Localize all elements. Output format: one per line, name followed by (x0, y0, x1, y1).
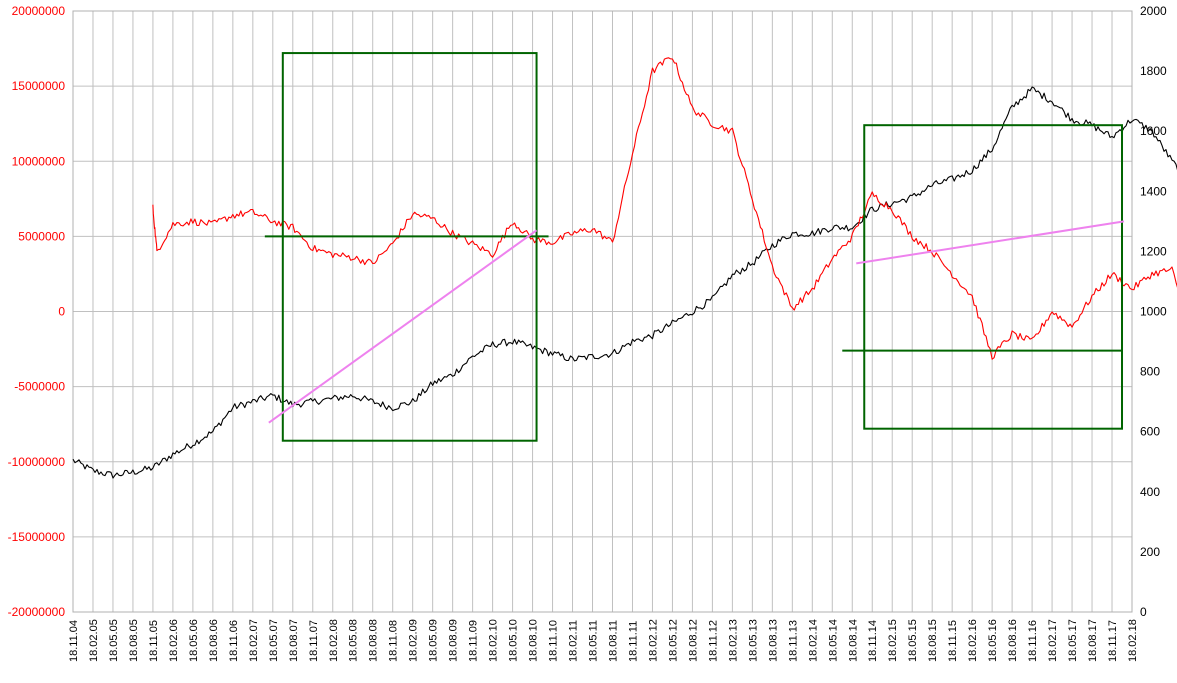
x-tick-label: 18.05.11 (588, 620, 600, 662)
black-series-line (72, 86, 1177, 479)
left-tick-label: 10000000 (12, 154, 66, 168)
x-tick-label: 18.11.09 (468, 620, 480, 662)
x-tick-label: 18.05.09 (428, 619, 440, 662)
x-tick-label: 18.11.13 (787, 620, 799, 662)
left-tick-label: 0 (58, 305, 65, 319)
x-tick-label: 18.11.10 (548, 620, 560, 662)
left-axis-tick-labels: 20000000 15000000 10000000 5000000 0 -5000000… (8, 4, 66, 619)
left-tick-label: -5000000 (14, 380, 65, 394)
x-tick-label: 18.05.16 (987, 619, 999, 662)
left-tick-label: 20000000 (12, 4, 66, 18)
x-tick-label: 18.08.08 (368, 619, 380, 662)
highlight-box-left (281, 52, 538, 442)
x-tick-label: 18.11.05 (148, 620, 160, 662)
x-tick-label: 18.08.15 (927, 619, 939, 662)
x-tick-label: 18.08.10 (528, 619, 540, 662)
x-tick-label: 18.11.17 (1107, 620, 1119, 662)
x-tick-label: 18.11.08 (388, 620, 400, 662)
x-tick-label: 18.05.05 (108, 619, 120, 662)
x-tick-label: 18.05.07 (268, 619, 280, 662)
x-tick-label: 18.02.07 (248, 619, 260, 662)
right-tick-label: 400 (1140, 485, 1160, 499)
x-tick-label: 18.02.06 (168, 619, 180, 662)
trend-line-left (268, 229, 538, 424)
right-tick-label: 1000 (1140, 305, 1167, 319)
x-tick-label: 18.02.16 (967, 619, 979, 662)
x-tick-label: 18.02.08 (328, 619, 340, 662)
gridlines (72, 10, 1133, 613)
x-tick-label: 18.05.17 (1067, 619, 1079, 662)
x-tick-label: 18.08.17 (1087, 619, 1099, 662)
x-tick-label: 18.02.17 (1047, 619, 1059, 662)
series-lines (72, 57, 1177, 479)
x-tick-label: 18.05.06 (188, 619, 200, 662)
x-tick-label: 18.02.05 (88, 619, 100, 662)
left-tick-label: -15000000 (8, 530, 66, 544)
x-tick-label: 18.08.05 (128, 619, 140, 662)
x-tick-label: 18.02.10 (488, 619, 500, 662)
x-tick-label: 18.02.11 (568, 620, 580, 662)
x-tick-label: 18.08.13 (767, 619, 779, 662)
x-tick-label: 18.11.11 (627, 621, 639, 662)
x-tick-label: 18.02.15 (887, 619, 899, 662)
x-tick-label: 18.05.13 (747, 619, 759, 662)
x-tick-label: 18.11.14 (867, 620, 879, 662)
x-tick-label: 18.02.14 (807, 619, 819, 662)
x-tick-label: 18.08.07 (288, 619, 300, 662)
right-tick-label: 600 (1140, 425, 1160, 439)
x-axis-tick-labels: 18.11.04 18.02.05 18.05.05 18.08.05 18.11.05… (68, 619, 1139, 662)
x-tick-label: 18.08.12 (687, 619, 699, 662)
left-tick-label: -20000000 (8, 605, 66, 619)
x-tick-label: 18.08.16 (1007, 619, 1019, 662)
right-tick-label: 2000 (1140, 4, 1167, 18)
left-tick-label: -10000000 (8, 455, 66, 469)
right-tick-label: 200 (1140, 545, 1160, 559)
right-tick-label: 1800 (1140, 64, 1167, 78)
x-tick-label: 18.05.10 (508, 619, 520, 662)
right-tick-label: 1200 (1140, 244, 1167, 258)
x-tick-label: 18.05.15 (907, 619, 919, 662)
x-tick-label: 18.08.11 (607, 620, 619, 662)
x-tick-label: 18.11.06 (228, 620, 240, 662)
x-tick-label: 18.02.18 (1127, 619, 1139, 662)
red-series-line (152, 57, 1177, 360)
plot-frame (72, 10, 1133, 613)
x-tick-label: 18.08.14 (847, 619, 859, 662)
trend-line-right (856, 220, 1125, 265)
right-tick-label: 1400 (1140, 184, 1167, 198)
x-tick-label: 18.05.14 (827, 619, 839, 662)
x-tick-label: 18.11.07 (308, 620, 320, 662)
x-tick-label: 18.02.09 (408, 619, 420, 662)
x-tick-label: 18.08.06 (208, 619, 220, 662)
x-tick-label: 18.11.04 (68, 620, 80, 662)
x-tick-label: 18.05.08 (348, 619, 360, 662)
left-tick-label: 15000000 (12, 79, 66, 93)
right-tick-label: 800 (1140, 365, 1160, 379)
x-tick-label: 18.02.12 (647, 619, 659, 662)
left-tick-label: 5000000 (18, 229, 65, 243)
highlight-box-right (863, 124, 1124, 430)
right-tick-label: 0 (1140, 605, 1147, 619)
x-tick-label: 18.08.09 (448, 619, 460, 662)
x-tick-label: 18.11.12 (707, 620, 719, 662)
annotations (264, 52, 1125, 442)
x-tick-label: 18.05.12 (667, 619, 679, 662)
x-tick-label: 18.02.13 (727, 619, 739, 662)
x-tick-label: 18.11.16 (1027, 620, 1039, 662)
x-tick-label: 18.11.15 (947, 620, 959, 662)
